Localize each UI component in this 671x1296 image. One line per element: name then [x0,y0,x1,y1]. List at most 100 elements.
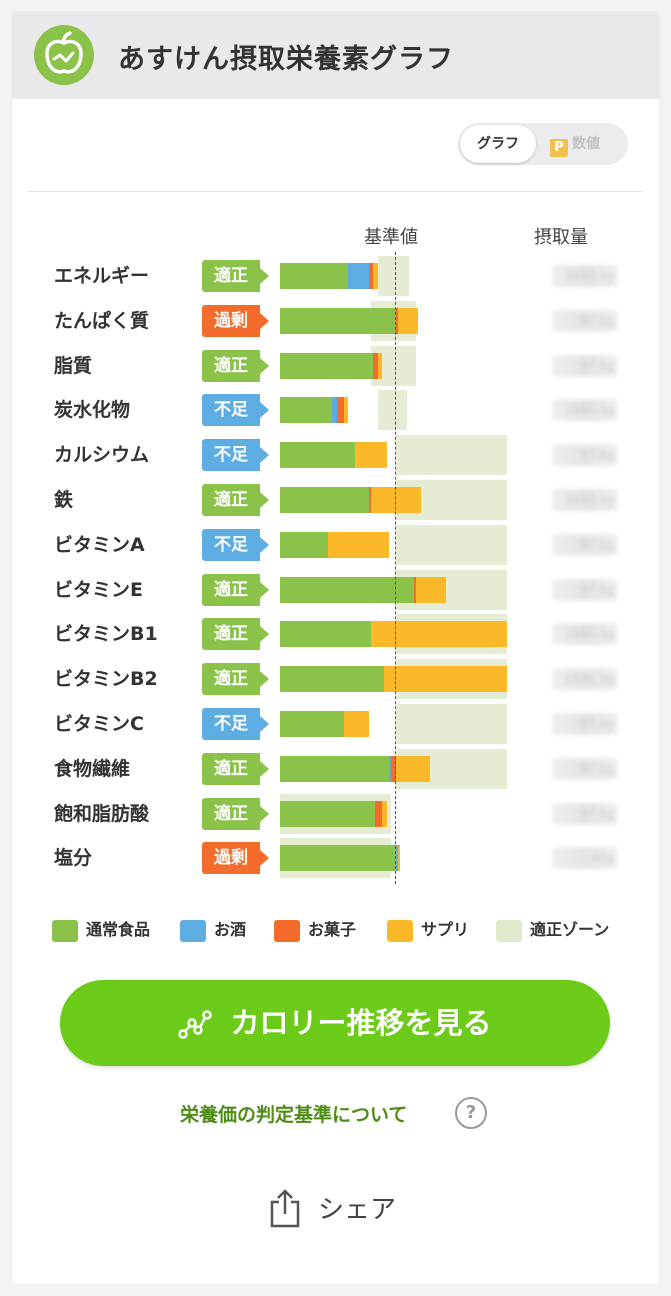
legend-item: 通常食品 [52,918,150,942]
standard-value-line [395,252,396,884]
bar-alcohol [332,397,337,424]
intake-value: 97.0g [552,533,618,556]
legend-item: 適正ゾーン [496,918,609,942]
intake-value: 97.0g [552,713,618,735]
bar-normal-food [280,755,389,782]
status-badge: 適正 [202,663,269,696]
legend-item: サプリ [387,918,469,942]
bar-normal-food [280,531,328,558]
bar-supplement [395,755,430,782]
nutrient-name: たんぱく質 [54,309,150,332]
legend-label: 適正ゾーン [530,920,610,939]
status-badge: 過剰 [202,304,269,337]
nutrient-name: 鉄 [54,489,74,511]
bar-normal-food [280,666,385,693]
bar-normal-food [280,487,369,513]
legend-item: お酒 [180,918,246,942]
nutrient-name: 脂質 [54,354,93,377]
intake-value: 2440.3g [552,623,618,646]
intake-value: 2440.3g [552,668,618,691]
optimal-zone [377,256,410,296]
share-button[interactable]: シェア [268,1188,396,1228]
nutrient-name: 炭水化物 [54,399,131,422]
bar-normal-food [280,307,396,334]
nutrient-name: ビタミンB2 [54,668,158,691]
bar-normal-food [280,845,396,872]
legend-item: お菓子 [274,918,356,942]
status-badge: 適正 [202,260,269,292]
bar-supplement [354,442,387,469]
status-badge: 不足 [202,394,269,427]
nutrient-name: ビタミンE [54,578,143,601]
calorie-trend-button[interactable]: カロリー推移を見る [60,980,610,1066]
status-badge: 適正 [202,797,269,830]
optimal-zone [377,390,408,431]
bar-supplement [416,576,446,603]
bar-supplement [384,666,507,693]
bar-normal-food [280,576,414,603]
toggle-value-button[interactable]: P 数値 [550,125,600,163]
nutrient-name: ビタミンA [54,533,145,556]
bar-supplement [343,711,369,737]
nutrient-name: カルシウム [54,444,150,467]
nutrient-name: エネルギー [54,265,150,287]
divider [28,191,643,192]
bar-alcohol [388,755,392,782]
bar-supplement [398,845,401,872]
bar-normal-food [280,397,333,424]
bar-snacks [395,307,399,334]
share-label: シェア [318,1195,397,1225]
intake-value: 97.0g [552,444,618,467]
status-badge: 適正 [202,618,269,651]
status-badge: 過剰 [202,842,269,875]
nutrient-name: 食物繊維 [54,757,131,780]
standard-column-label: 基準値 [364,227,418,248]
legend-label: お酒 [214,920,247,939]
status-badge: 適正 [202,349,269,382]
bar-snacks [373,352,378,379]
bar-snacks [375,800,383,827]
share-icon [270,1189,300,1228]
optimal-zone [395,435,507,476]
page-title: あすけん摂取栄養素グラフ [118,44,454,75]
bar-snacks [336,397,344,424]
optimal-zone [395,704,507,744]
bar-normal-food [280,621,371,648]
bar-normal-food [280,352,374,379]
nutrient-name: 塩分 [54,847,93,870]
legend-label: サプリ [421,920,470,939]
trend-chart-icon [178,986,213,1072]
bar-normal-food [280,800,376,827]
bar-snacks [413,576,417,603]
status-badge: 不足 [202,439,269,472]
nutrient-name: 飽和脂肪酸 [54,802,150,825]
bar-supplement [382,800,387,827]
legend-label: お菓子 [308,920,357,939]
intake-value: 40g [552,847,618,870]
bar-supplement [370,621,507,648]
intake-value: 2440.3g [552,399,618,422]
intake-value: 97.0g [552,578,618,601]
intake-value: 2440.3g [552,265,618,287]
view-toggle: グラフ P 数値 [458,123,628,165]
toggle-graph-button[interactable]: グラフ [460,125,536,163]
bar-normal-food [280,711,344,737]
optimal-zone [395,524,507,565]
apple-logo-icon [34,25,94,85]
criteria-link[interactable]: 栄養価の判定基準について [180,1104,408,1126]
bar-supplement [373,263,378,289]
legend-label: 通常食品 [86,920,151,939]
intake-value: 97.0g [552,309,618,332]
legend-swatch [180,919,206,942]
intake-value: 97.0g [552,802,618,825]
bar-supplement [398,307,419,334]
intake-value: 2440.3g [552,489,618,511]
status-badge: 適正 [202,484,269,516]
bar-snacks [391,755,396,782]
legend-swatch [274,919,300,942]
status-badge: 不足 [202,528,269,561]
bar-snacks [368,263,374,289]
help-icon[interactable]: ? [455,1097,487,1129]
bar-snacks [368,487,371,513]
bar-supplement [327,531,389,558]
